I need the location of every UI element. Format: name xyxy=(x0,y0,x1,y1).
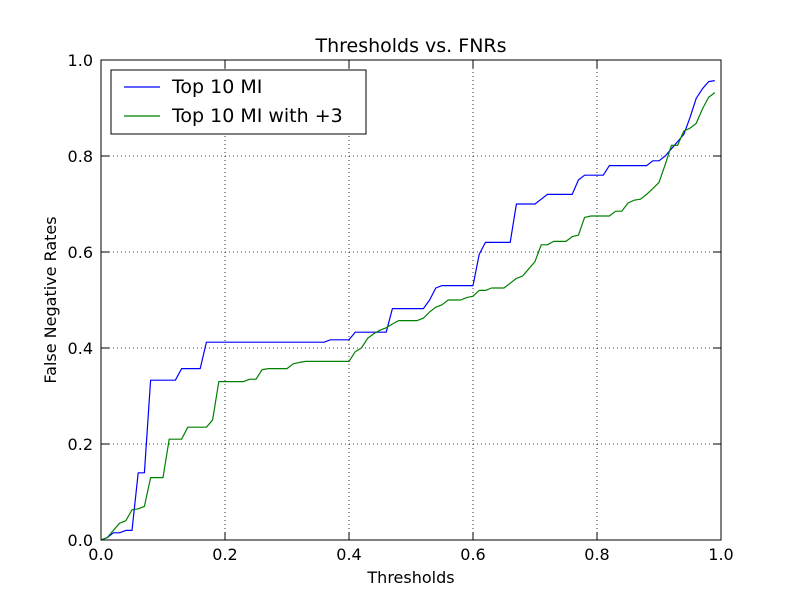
plot-area xyxy=(101,60,721,540)
x-tick-label: 0.4 xyxy=(336,545,361,564)
plot-frame xyxy=(100,59,722,541)
x-tick-label: 0.6 xyxy=(460,545,485,564)
y-tick-label: 0.0 xyxy=(68,531,93,550)
tick-label-layer: 0.0 0.2 0.4 0.6 0.8 1.0 0.0 0.2 0.4 0.6 0.8 1.0 xyxy=(68,51,734,564)
x-tick-label: 0.0 xyxy=(88,545,113,564)
y-tick-label: 0.8 xyxy=(68,147,93,166)
legend-label-top-10-mi: Top 10 MI xyxy=(171,76,262,98)
x-tick-label: 1.0 xyxy=(708,545,733,564)
y-tick-label: 1.0 xyxy=(68,51,93,70)
series-line-top-10-mi-with-plus-3 xyxy=(100,92,716,541)
x-tick-label: 0.8 xyxy=(584,545,609,564)
y-tick-label: 0.4 xyxy=(68,339,93,358)
y-tick-label: 0.6 xyxy=(68,243,93,262)
legend: Top 10 MI Top 10 MI with +3 xyxy=(110,69,367,135)
x-axis-label: Thresholds xyxy=(366,568,454,587)
series-layer xyxy=(100,80,716,541)
series-line-top-10-mi xyxy=(100,80,715,541)
legend-label-top-10-mi-with-plus-3: Top 10 MI with +3 xyxy=(171,105,343,127)
x-tick-label: 0.2 xyxy=(212,545,237,564)
chart-title: Thresholds vs. FNRs xyxy=(314,35,506,57)
y-tick-label: 0.2 xyxy=(68,435,93,454)
tick-layer xyxy=(100,59,722,541)
grid-layer xyxy=(101,60,721,540)
y-axis-label: False Negative Rates xyxy=(41,216,60,383)
legend-box xyxy=(110,69,367,135)
